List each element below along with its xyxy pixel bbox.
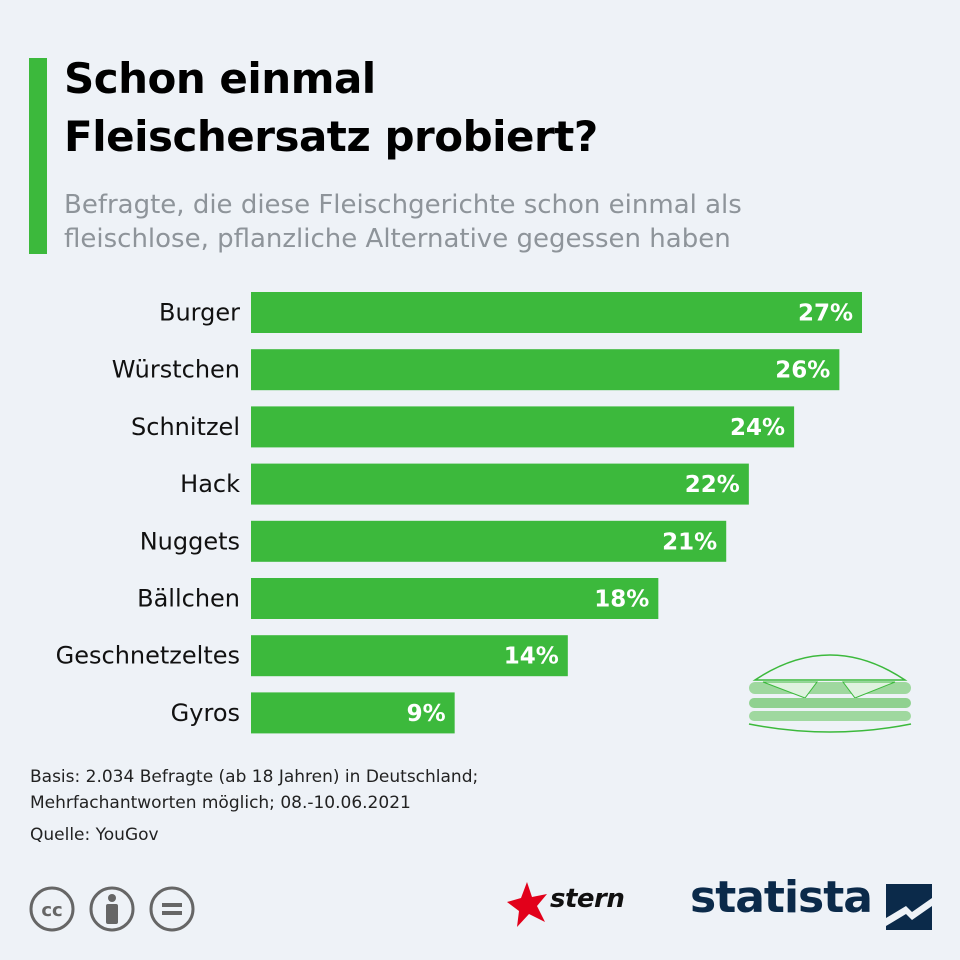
subtitle-line-1: Befragte, die diese Fleischgerichte scho… — [64, 190, 742, 220]
value-label-4: 21% — [662, 529, 717, 555]
attribution-icon[interactable] — [89, 886, 135, 932]
title-accent-bar — [29, 58, 47, 254]
bar-7 — [251, 692, 455, 734]
value-label-5: 18% — [594, 587, 649, 613]
category-label-3: Hack — [180, 470, 240, 498]
basis-line-1: Basis: 2.034 Befragte (ab 18 Jahren) in … — [30, 767, 479, 787]
bar-5 — [251, 578, 659, 619]
subtitle-line-2: fleischlose, pflanzliche Alternative geg… — [64, 224, 731, 254]
chart-title: Schon einmal Fleischersatz probiert? — [64, 50, 924, 166]
category-label-1: Würstchen — [112, 356, 240, 384]
value-label-1: 26% — [775, 358, 830, 384]
value-label-3: 22% — [685, 472, 740, 498]
bar-1 — [251, 349, 840, 391]
cc-icon[interactable]: cc — [29, 886, 75, 932]
statista-mark-icon — [886, 884, 932, 930]
no-derivatives-icon[interactable] — [149, 886, 195, 932]
bar-0 — [251, 292, 862, 333]
title-line-2: Fleischersatz probiert? — [64, 112, 598, 161]
chart-subtitle: Befragte, die diese Fleischgerichte scho… — [64, 188, 924, 256]
stern-logo: stern — [550, 884, 625, 914]
bar-6 — [251, 635, 568, 677]
value-label-0: 27% — [798, 301, 853, 327]
bar-2 — [251, 406, 795, 448]
svg-text:cc: cc — [41, 900, 62, 921]
source-note: Quelle: YouGov — [30, 825, 159, 845]
chart-footer: Basis: 2.034 Befragte (ab 18 Jahren) in … — [30, 764, 730, 848]
category-label-5: Bällchen — [137, 585, 240, 613]
bar-chart: Burger 27% Würstchen 26% Schnitzel 24% Hack 22%… — [56, 292, 862, 734]
stern-star-icon — [507, 882, 547, 927]
license-icons: cc — [29, 886, 195, 932]
bar-4 — [251, 520, 727, 562]
burger-icon — [748, 654, 912, 733]
category-label-4: Nuggets — [140, 527, 240, 555]
title-line-1: Schon einmal — [64, 54, 376, 103]
value-label-6: 14% — [504, 644, 559, 670]
category-label-0: Burger — [159, 299, 240, 327]
bar-3 — [251, 463, 749, 505]
basis-line-2: Mehrfachantworten möglich; 08.-10.06.202… — [30, 793, 411, 813]
statista-logo: statista — [690, 872, 873, 923]
category-label-2: Schnitzel — [131, 413, 240, 441]
category-label-6: Geschnetzeltes — [56, 642, 240, 670]
category-label-7: Gyros — [171, 699, 240, 727]
value-label-2: 24% — [730, 415, 785, 441]
value-label-7: 9% — [407, 701, 446, 727]
